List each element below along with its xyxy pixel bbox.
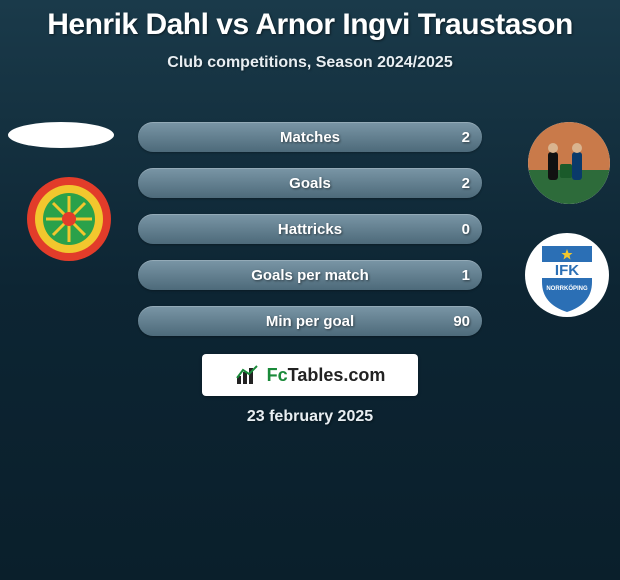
club-right-badge: IFK NORRKÖPING — [524, 232, 610, 318]
stat-row: Goals per match 1 — [138, 260, 482, 290]
stat-right-value: 2 — [462, 168, 470, 198]
player-right-avatar — [528, 122, 610, 204]
subtitle: Club competitions, Season 2024/2025 — [0, 54, 620, 72]
stat-row: Goals 2 — [138, 168, 482, 198]
fctables-logo: FcTables.com — [202, 354, 418, 396]
stat-label: Hattricks — [138, 214, 482, 244]
club-badge-icon: IFK NORRKÖPING — [524, 232, 610, 318]
club-badge-icon — [26, 176, 112, 262]
stat-right-value: 0 — [462, 214, 470, 244]
svg-text:NORRKÖPING: NORRKÖPING — [546, 285, 588, 292]
stat-right-value: 2 — [462, 122, 470, 152]
player-photo-icon — [528, 122, 610, 204]
stat-row: Min per goal 90 — [138, 306, 482, 336]
stats-rows: Matches 2 Goals 2 Hattricks 0 Goals per … — [138, 122, 482, 352]
stat-label: Matches — [138, 122, 482, 152]
stat-row: Matches 2 — [138, 122, 482, 152]
svg-text:IFK: IFK — [555, 262, 579, 279]
stat-right-value: 90 — [453, 306, 470, 336]
stat-label: Goals per match — [138, 260, 482, 290]
chart-icon — [235, 364, 261, 386]
stat-right-value: 1 — [462, 260, 470, 290]
stat-label: Goals — [138, 168, 482, 198]
stat-row: Hattricks 0 — [138, 214, 482, 244]
player-left-avatar — [8, 122, 114, 148]
date-text: 23 february 2025 — [0, 408, 620, 426]
stat-label: Min per goal — [138, 306, 482, 336]
page-title: Henrik Dahl vs Arnor Ingvi Traustason — [0, 0, 620, 42]
logo-text: FcTables.com — [267, 365, 386, 386]
club-left-badge — [26, 176, 112, 262]
